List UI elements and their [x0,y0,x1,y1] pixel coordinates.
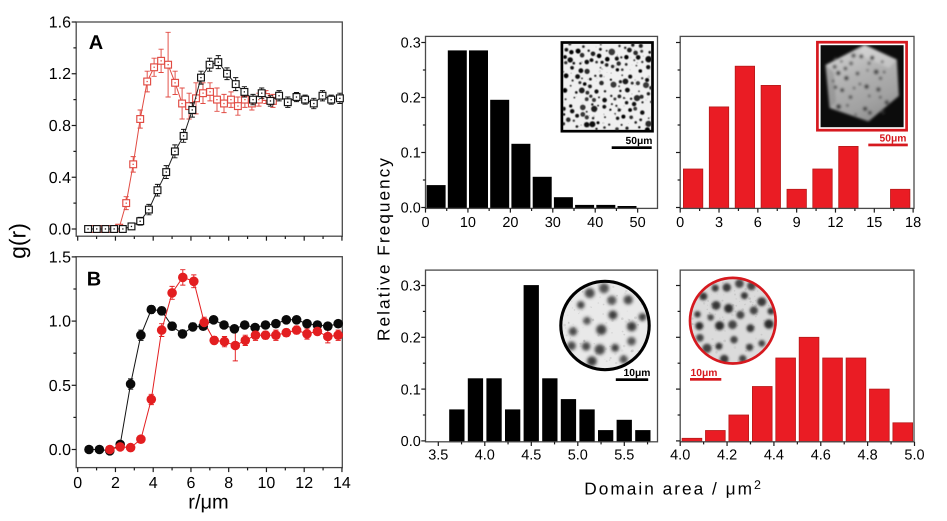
svg-text:0.2: 0.2 [401,91,421,107]
svg-text:4.8: 4.8 [858,448,878,464]
svg-text:4.2: 4.2 [717,448,737,464]
svg-text:10: 10 [258,475,276,492]
svg-text:4.4: 4.4 [764,448,784,464]
svg-text:g(r): g(r) [5,223,31,259]
svg-text:15: 15 [866,215,882,231]
svg-text:4.6: 4.6 [811,448,831,464]
svg-text:1.2: 1.2 [49,66,71,83]
svg-text:5.0: 5.0 [568,448,588,464]
svg-text:8: 8 [224,475,233,492]
svg-text:1.0: 1.0 [49,314,71,331]
svg-text:4: 4 [149,475,158,492]
svg-text:1.5: 1.5 [49,249,71,266]
svg-text:0.4: 0.4 [49,170,71,187]
svg-text:50μm: 50μm [626,136,653,147]
svg-text:2: 2 [111,475,120,492]
svg-text:10μm: 10μm [624,368,651,379]
svg-text:0.0: 0.0 [401,434,421,450]
svg-text:0.3: 0.3 [401,279,421,295]
svg-text:10μm: 10μm [691,368,718,379]
svg-text:12: 12 [827,215,843,231]
svg-text:3: 3 [715,215,723,231]
svg-text:0: 0 [73,475,82,492]
svg-text:0.0: 0.0 [49,222,71,239]
svg-text:4.0: 4.0 [670,448,690,464]
svg-text:A: A [89,32,103,54]
svg-text:40: 40 [587,215,603,231]
svg-text:0.2: 0.2 [401,331,421,347]
svg-text:0.0: 0.0 [401,201,421,217]
svg-text:5.0: 5.0 [904,448,924,464]
svg-text:B: B [87,269,101,291]
svg-text:0.5: 0.5 [49,378,71,395]
svg-text:9: 9 [793,215,801,231]
svg-text:0.1: 0.1 [401,146,421,162]
svg-text:6: 6 [754,215,762,231]
svg-text:6: 6 [186,475,195,492]
svg-text:0.8: 0.8 [49,118,71,135]
svg-text:5.5: 5.5 [614,448,634,464]
svg-text:12: 12 [295,475,313,492]
svg-text:4.0: 4.0 [475,448,495,464]
svg-text:r/μm: r/μm [188,492,228,514]
svg-text:14: 14 [333,475,351,492]
svg-text:30: 30 [545,215,561,231]
svg-text:3.5: 3.5 [428,448,448,464]
svg-text:Relative Frequency: Relative Frequency [373,156,393,341]
svg-text:1.6: 1.6 [49,15,71,32]
svg-text:0: 0 [676,215,684,231]
svg-text:50: 50 [630,215,646,231]
svg-text:0: 0 [421,215,429,231]
svg-text:0.0: 0.0 [49,442,71,459]
svg-text:0.1: 0.1 [401,382,421,398]
svg-text:50μm: 50μm [880,134,907,145]
svg-text:Domain area / μm2: Domain area / μm2 [584,478,763,499]
svg-text:4.5: 4.5 [521,448,541,464]
svg-text:10: 10 [460,215,476,231]
svg-text:0.3: 0.3 [401,36,421,52]
svg-text:20: 20 [502,215,518,231]
svg-text:18: 18 [905,215,921,231]
